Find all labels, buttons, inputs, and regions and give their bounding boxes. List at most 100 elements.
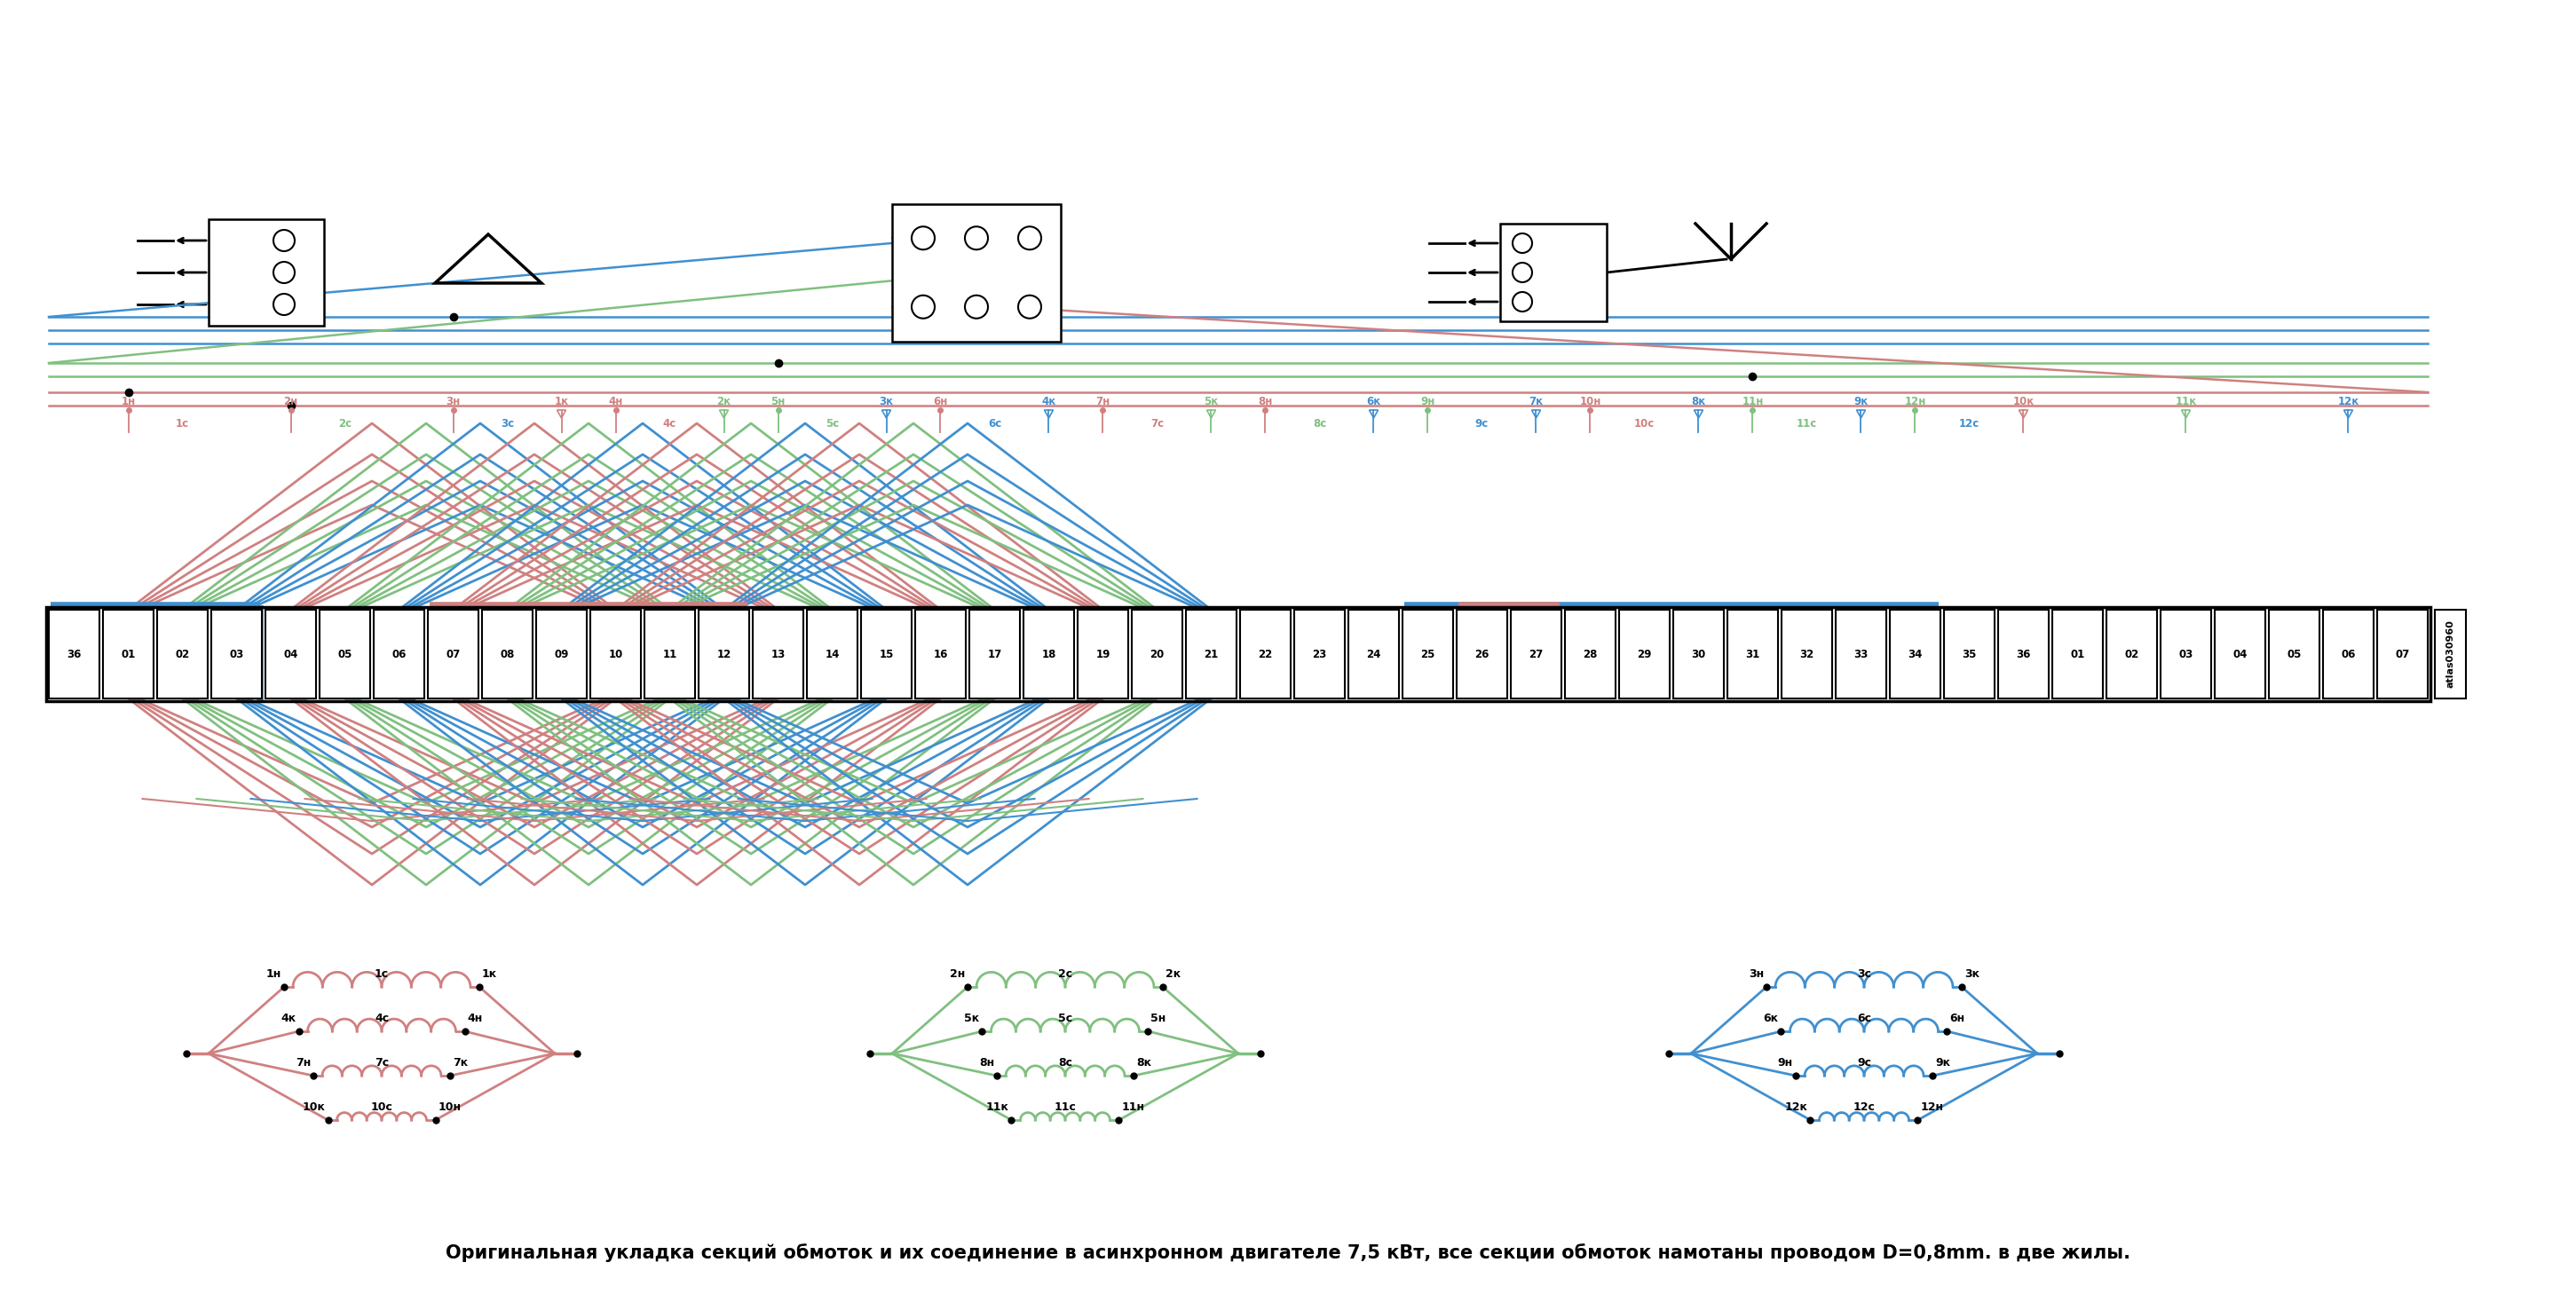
Bar [1347, 609, 1399, 698]
Bar [428, 609, 479, 698]
Text: 1с: 1с [374, 969, 389, 980]
Text: 5к: 5к [1203, 396, 1218, 408]
Text: 6к: 6к [1765, 1013, 1777, 1025]
Bar [2378, 609, 2427, 698]
Bar [1999, 609, 2048, 698]
Text: 18: 18 [1041, 648, 1056, 660]
Bar [46, 607, 2429, 702]
Bar [1401, 609, 1453, 698]
Text: 23: 23 [1311, 648, 1327, 660]
Text: 7н: 7н [1095, 396, 1110, 408]
Text: 10н: 10н [438, 1101, 461, 1113]
Bar [2434, 609, 2465, 698]
Text: 16: 16 [933, 648, 948, 660]
Text: 03: 03 [229, 648, 245, 660]
Text: 36: 36 [67, 648, 82, 660]
Text: 1с: 1с [175, 418, 188, 430]
Bar [1891, 609, 1940, 698]
Text: 11с: 11с [1795, 418, 1816, 430]
Text: 29: 29 [1638, 648, 1651, 660]
Text: 3к: 3к [1965, 969, 1978, 980]
Text: 35: 35 [1963, 648, 1976, 660]
Text: 14: 14 [824, 648, 840, 660]
Text: 2н: 2н [283, 396, 299, 408]
Text: 7к: 7к [453, 1057, 469, 1069]
Text: 10к: 10к [301, 1101, 325, 1113]
Text: 05: 05 [337, 648, 353, 660]
Text: 5н: 5н [1151, 1013, 1167, 1025]
Text: 12к: 12к [2336, 396, 2360, 408]
Text: Оригинальная укладка секций обмоток и их соединение в асинхронном двигателе 7,5 : Оригинальная укладка секций обмоток и их… [446, 1243, 2130, 1263]
Text: 3н: 3н [446, 396, 461, 408]
Text: 4н: 4н [608, 396, 623, 408]
Bar [2107, 609, 2156, 698]
Text: 10к: 10к [2012, 396, 2035, 408]
Text: 09: 09 [554, 648, 569, 660]
Bar [644, 609, 696, 698]
Text: 01: 01 [121, 648, 137, 660]
Text: 07: 07 [2396, 648, 2409, 660]
Bar [1620, 609, 1669, 698]
Bar [1455, 609, 1507, 698]
Text: 02: 02 [175, 648, 191, 660]
Text: 33: 33 [1855, 648, 1868, 660]
Text: atlas030960: atlas030960 [2447, 620, 2455, 689]
Bar [2269, 609, 2318, 698]
Text: 7н: 7н [296, 1057, 312, 1069]
Text: 12н: 12н [1922, 1101, 1942, 1113]
Text: 02: 02 [2125, 648, 2138, 660]
Text: 9к: 9к [1935, 1057, 1950, 1069]
Text: 32: 32 [1801, 648, 1814, 660]
Text: 4к: 4к [281, 1013, 296, 1025]
Text: 36: 36 [2017, 648, 2030, 660]
Text: 11н: 11н [1741, 396, 1765, 408]
Text: 07: 07 [446, 648, 461, 660]
Text: 12с: 12с [1852, 1101, 1875, 1113]
Text: 28: 28 [1584, 648, 1597, 660]
Text: 8н: 8н [1257, 396, 1273, 408]
Text: 4к: 4к [1041, 396, 1056, 408]
Text: 7с: 7с [1151, 418, 1164, 430]
Text: 9к: 9к [1855, 396, 1868, 408]
Text: 11к: 11к [987, 1101, 1010, 1113]
Text: 15: 15 [878, 648, 894, 660]
Bar [752, 609, 804, 698]
Bar [2215, 609, 2264, 698]
Text: 08: 08 [500, 648, 515, 660]
Bar [1185, 609, 1236, 698]
Bar [374, 609, 425, 698]
Bar [211, 609, 263, 698]
Bar [806, 609, 858, 698]
Bar [698, 609, 750, 698]
Text: 13: 13 [770, 648, 786, 660]
Text: 6к: 6к [1365, 396, 1381, 408]
Bar [1945, 609, 1994, 698]
Text: 03: 03 [2179, 648, 2192, 660]
Text: 11с: 11с [1054, 1101, 1077, 1113]
Text: 2к: 2к [1164, 969, 1180, 980]
Bar [1783, 609, 1832, 698]
Text: 1к: 1к [482, 969, 497, 980]
Bar [49, 609, 100, 698]
Bar [209, 219, 325, 326]
Text: 6н: 6н [933, 396, 948, 408]
Text: 3н: 3н [1749, 969, 1765, 980]
Text: 7к: 7к [1530, 396, 1543, 408]
Text: 19: 19 [1095, 648, 1110, 660]
Text: 8н: 8н [979, 1057, 994, 1069]
Text: 3к: 3к [878, 396, 894, 408]
Text: 11к: 11к [2174, 396, 2197, 408]
Text: 3с: 3с [1857, 969, 1870, 980]
Text: 5к: 5к [963, 1013, 979, 1025]
Text: 20: 20 [1149, 648, 1164, 660]
Bar [2161, 609, 2210, 698]
Text: 12к: 12к [1785, 1101, 1808, 1113]
Text: 4с: 4с [662, 418, 677, 430]
Text: 04: 04 [2233, 648, 2246, 660]
Text: 6с: 6с [987, 418, 1002, 430]
Text: 2к: 2к [716, 396, 732, 408]
Text: 21: 21 [1203, 648, 1218, 660]
Text: 8к: 8к [1692, 396, 1705, 408]
Text: 9н: 9н [1777, 1057, 1793, 1069]
Text: 06: 06 [2342, 648, 2354, 660]
